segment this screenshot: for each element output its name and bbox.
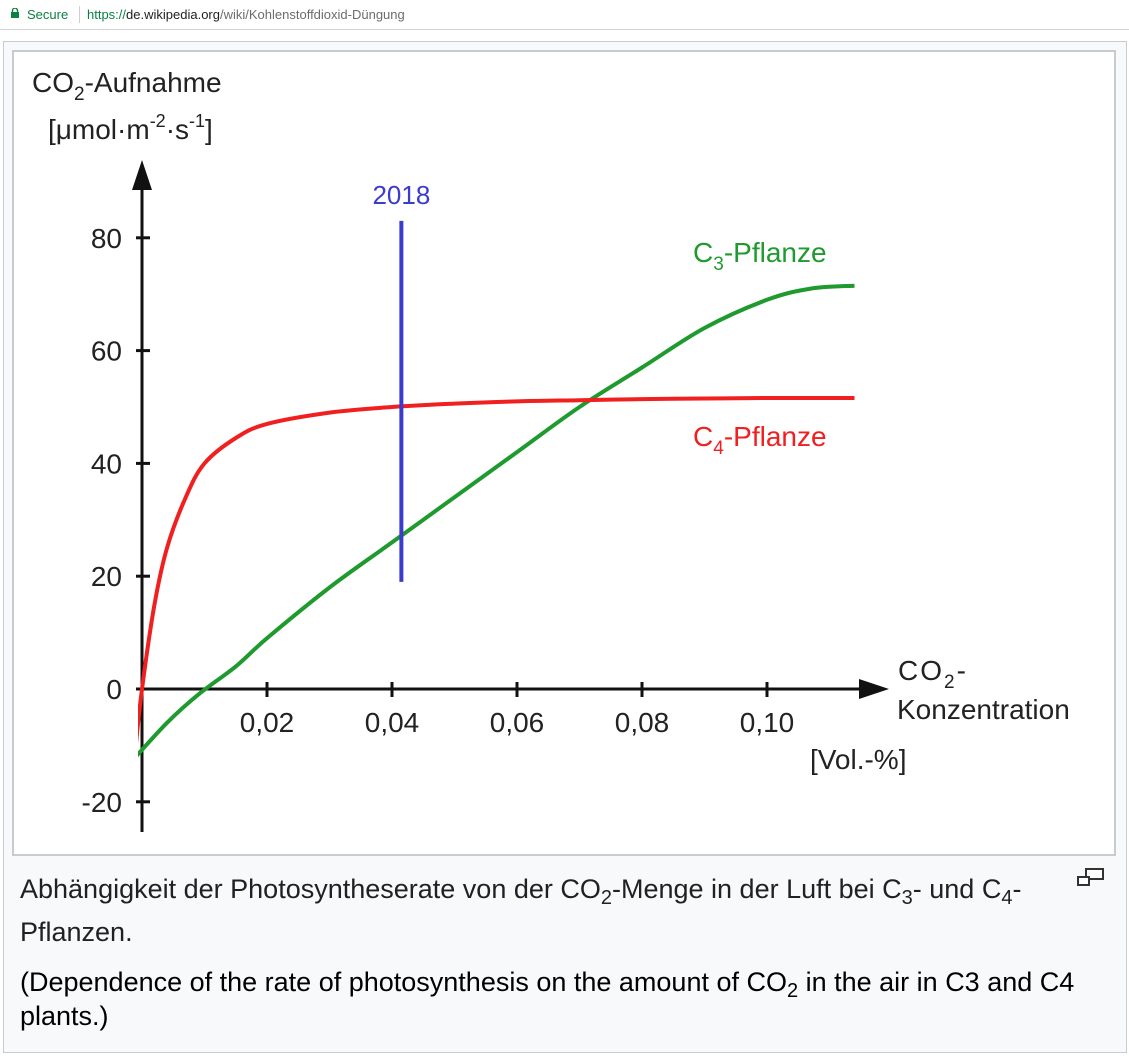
caption-part2: -Menge in der Luft bei C <box>611 874 902 904</box>
marker-label-2018: 2018 <box>372 180 430 210</box>
translation-co2: CO <box>746 967 787 997</box>
x-title-sub: 2 <box>944 672 957 693</box>
y-tick-label: 40 <box>91 448 122 479</box>
c3-label-sub: 3 <box>713 254 724 275</box>
y-unit-a: [μmol·m <box>48 114 150 145</box>
translation-part3: and <box>979 967 1040 997</box>
y-axis-arrow <box>132 160 152 190</box>
x-tick-label: 0,08 <box>615 707 670 738</box>
x-axis-title-line2: Konzentration <box>897 694 1070 725</box>
caption-part3: - und C <box>912 874 1002 904</box>
caption-part1: Abhängigkeit der Photosyntheserate von d… <box>20 874 601 904</box>
address-bar[interactable]: Secure https://de.wikipedia.org/wiki/Koh… <box>0 0 1129 30</box>
y-tick-label: 20 <box>91 561 122 592</box>
y-title-co: CO <box>32 67 74 98</box>
url-scheme: https:// <box>87 7 127 22</box>
url-text[interactable]: https://de.wikipedia.org/wiki/Kohlenstof… <box>87 7 405 22</box>
series-line-c4 <box>138 395 855 744</box>
x-axis-unit: [Vol.-%] <box>810 744 906 775</box>
caption-sub1: 2 <box>600 887 612 909</box>
c4-label-rest: -Pflanze <box>724 421 827 452</box>
magnify-icon[interactable] <box>1075 866 1107 890</box>
translation-c4: C4 <box>1039 967 1075 997</box>
caption-part4: -Pflanzen. <box>20 874 1022 947</box>
translation-part2: in the air in <box>798 967 946 997</box>
y-tick-label: 80 <box>91 223 122 254</box>
x-tick-label: 0,10 <box>740 707 795 738</box>
series-label-c3: C3-Pflanze <box>693 237 827 275</box>
series-label-c4: C4-Pflanze <box>693 421 827 459</box>
y-tick-label: 0 <box>106 674 122 705</box>
lock-icon <box>11 8 19 18</box>
translation-part4: plants.) <box>20 1001 109 1031</box>
figure-image-frame[interactable] <box>12 50 1116 856</box>
translation-sub: 2 <box>786 980 799 1002</box>
c3-label-rest: -Pflanze <box>724 237 827 268</box>
y-axis-unit: [μmol·m-2·s-1] <box>48 111 213 145</box>
secure-label[interactable]: Secure <box>27 7 69 22</box>
y-tick-label: -20 <box>82 787 122 818</box>
c4-label-sub: 4 <box>713 438 724 459</box>
y-title-sub: 2 <box>74 84 85 105</box>
address-separator <box>79 6 80 23</box>
url-host: de.wikipedia.org <box>126 7 220 22</box>
y-axis-title: CO2-Aufnahme <box>32 67 222 105</box>
y-unit-b: ·s <box>166 114 189 145</box>
x-tick-label: 0,06 <box>490 707 545 738</box>
caption-sub3: 4 <box>1001 887 1013 909</box>
translation-c3: C3 <box>945 967 980 997</box>
x-axis-title: CO2- <box>898 655 968 693</box>
y-title-rest: -Aufnahme <box>85 67 222 98</box>
y-unit-c: ] <box>205 114 213 145</box>
series-line-c3 <box>138 283 855 758</box>
caption-sub2: 3 <box>901 887 913 909</box>
y-unit-sup1: -2 <box>150 111 166 131</box>
x-tick-label: 0,02 <box>240 707 295 738</box>
c3-label-c: C <box>693 237 713 268</box>
x-axis-arrow <box>859 679 889 699</box>
y-tick-label: 60 <box>91 336 122 367</box>
figure-caption: Abhängigkeit der Photosyntheserate von d… <box>20 868 1065 954</box>
url-path: /wiki/Kohlenstoffdioxid-Düngung <box>219 7 405 22</box>
x-title-co: CO <box>898 655 944 686</box>
y-unit-sup2: -1 <box>189 111 205 131</box>
x-tick-label: 0,04 <box>365 707 420 738</box>
c4-label-c: C <box>693 421 713 452</box>
x-title-dash: - <box>957 655 968 686</box>
figure-translation: (Dependence of the rate of photosynthesi… <box>20 965 1080 1033</box>
translation-part1: (Dependence of the rate of photosynthesi… <box>20 967 747 997</box>
